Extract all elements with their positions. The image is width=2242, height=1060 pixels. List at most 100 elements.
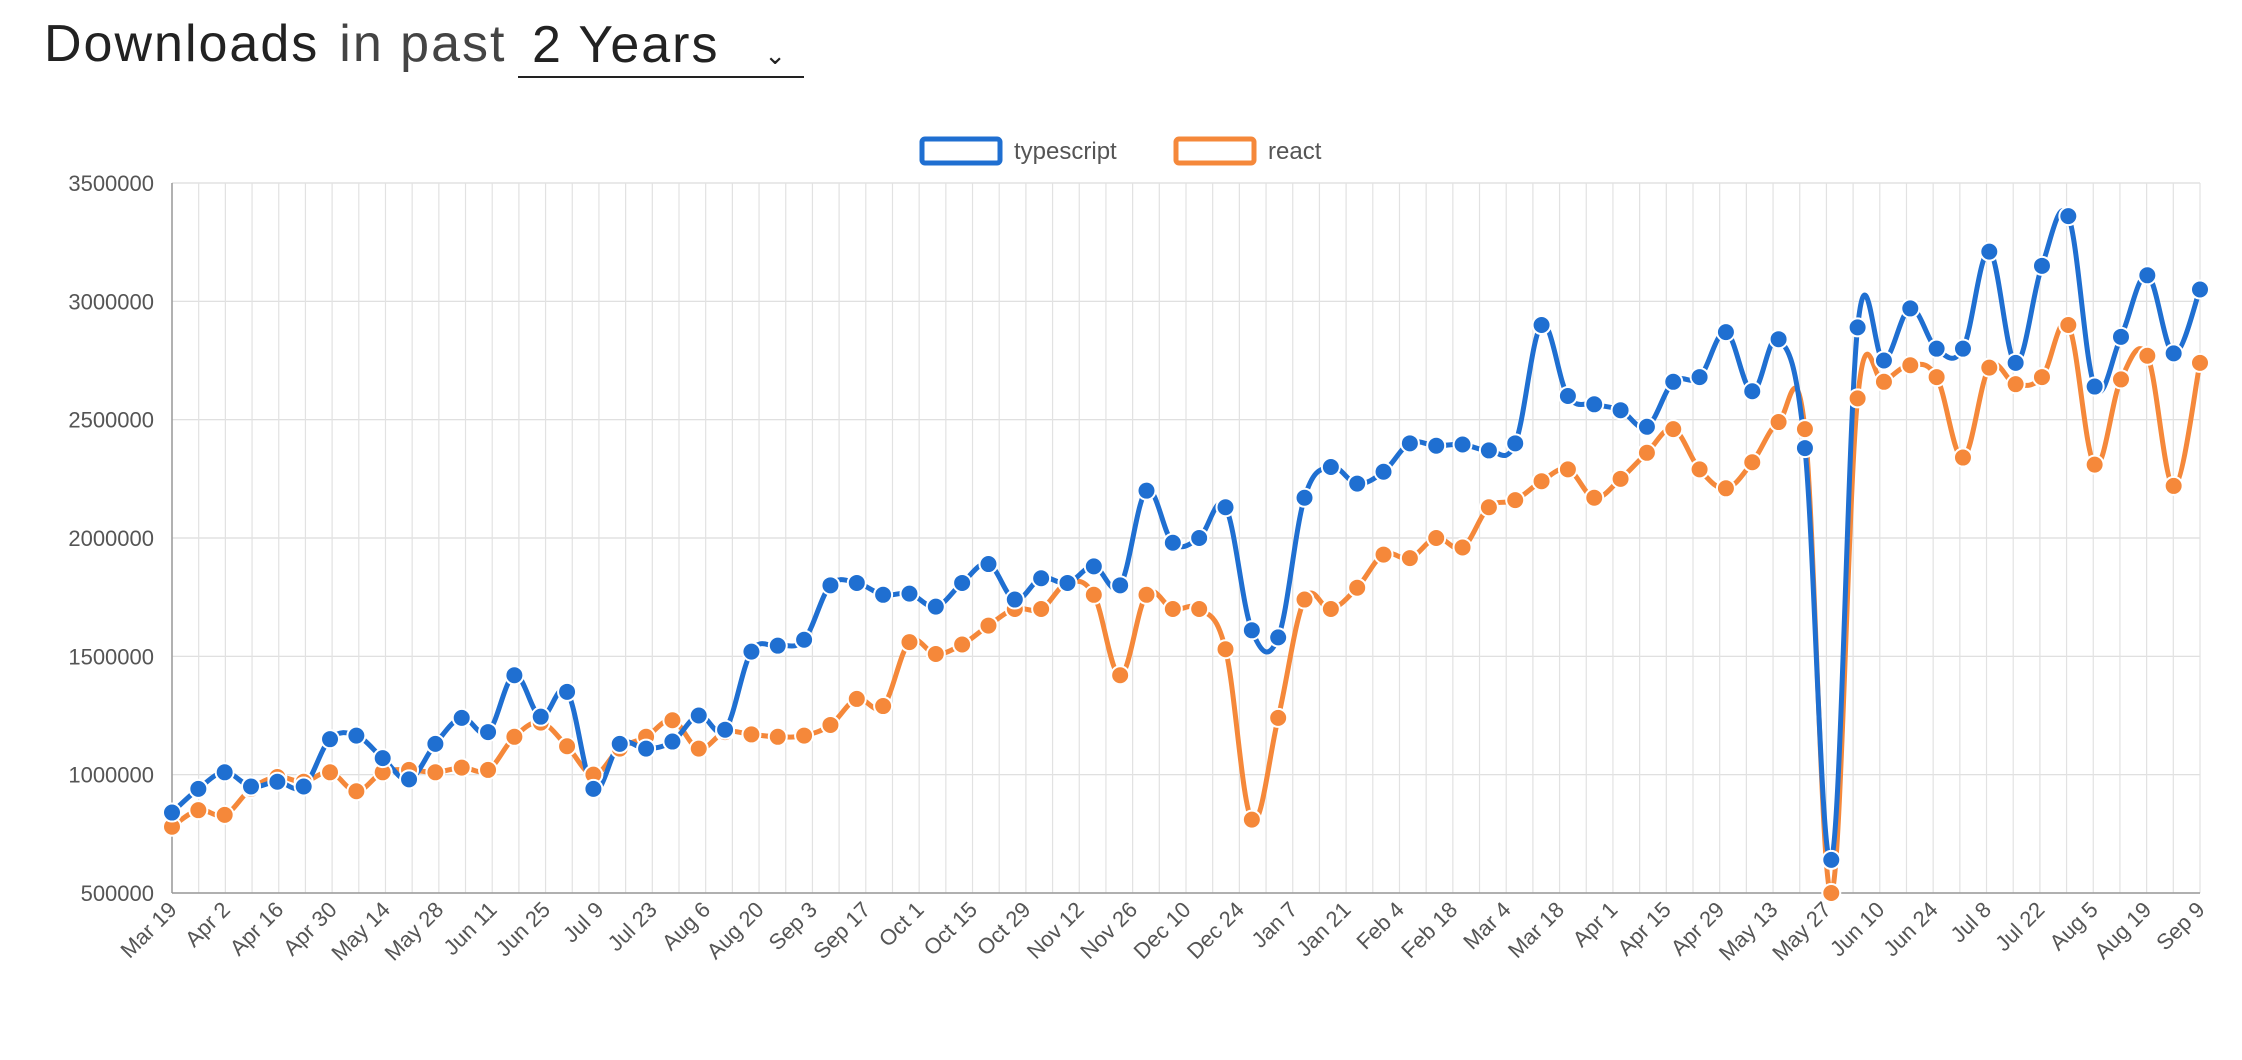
data-point-typescript: [188, 778, 209, 799]
data-point-react: [1031, 599, 1052, 619]
data-point-typescript: [399, 769, 420, 790]
data-point-typescript: [320, 729, 341, 750]
x-tick-label: Jul 22: [1990, 897, 2049, 956]
data-point-typescript: [162, 802, 182, 823]
data-point-typescript: [1268, 627, 1289, 648]
data-point-typescript: [2031, 255, 2052, 276]
data-point-react: [2190, 352, 2210, 373]
data-point-typescript: [1505, 433, 1526, 454]
data-point-react: [1373, 544, 1394, 565]
data-point-react: [1873, 371, 1894, 392]
data-point-typescript: [267, 771, 288, 792]
data-point-react: [1505, 490, 1526, 511]
data-point-typescript: [451, 707, 472, 728]
y-tick-label: 500000: [81, 881, 154, 906]
x-tick-label: May 14: [326, 897, 395, 966]
y-tick-label: 3000000: [68, 289, 154, 314]
data-point-typescript: [609, 733, 630, 754]
data-point-typescript: [899, 583, 920, 604]
data-point-typescript: [425, 733, 446, 754]
data-point-react: [346, 781, 367, 802]
data-point-react: [1794, 419, 1815, 440]
x-tick-label: Nov 12: [1022, 897, 1089, 964]
data-point-react: [1926, 367, 1947, 388]
data-point-react: [557, 736, 578, 757]
data-point-react: [1900, 355, 1921, 376]
data-point-react: [952, 634, 973, 655]
data-point-typescript: [1320, 457, 1341, 477]
x-tick-label: Jul 9: [558, 897, 609, 948]
chart-axes: [171, 183, 2200, 894]
data-point-react: [662, 710, 683, 731]
period-dropdown[interactable]: 2 Years ⌄: [518, 14, 804, 78]
data-point-react: [1610, 468, 1631, 489]
legend-swatch-react: [1173, 136, 1257, 166]
data-point-typescript: [794, 629, 815, 650]
data-point-react: [504, 726, 525, 747]
page-title: Downloads: [44, 15, 320, 73]
x-tick-label: Apr 15: [1612, 897, 1676, 961]
data-point-typescript: [1584, 394, 1605, 415]
data-point-react: [925, 643, 946, 664]
data-point-typescript: [1952, 338, 1973, 359]
x-tick-label: Apr 16: [225, 897, 289, 961]
data-point-react: [1768, 412, 1789, 433]
data-point-typescript: [1979, 241, 2000, 262]
data-point-typescript: [1689, 367, 1710, 388]
legend-label-react: react: [1268, 138, 1322, 165]
x-tick-label: Jun 10: [1825, 897, 1889, 961]
data-point-react: [2110, 369, 2131, 390]
x-tick-label: Oct 15: [919, 897, 983, 961]
data-point-react: [1162, 599, 1183, 619]
x-tick-label: Dec 24: [1182, 897, 1249, 964]
legend-swatch-typescript: [919, 136, 1003, 166]
series-points: [162, 206, 2210, 903]
data-point-react: [2005, 374, 2026, 395]
data-point-typescript: [1215, 497, 1236, 518]
data-point-react: [1136, 584, 1157, 605]
data-point-react: [2137, 345, 2158, 366]
data-point-react: [2084, 454, 2105, 475]
data-point-typescript: [741, 641, 762, 662]
x-tick-label: Sep 9: [2151, 897, 2209, 955]
data-point-react: [1663, 419, 1684, 440]
data-point-react: [1294, 589, 1315, 610]
x-tick-label: May 28: [380, 897, 449, 966]
data-point-react: [1531, 471, 1552, 492]
data-point-react: [1689, 459, 1710, 480]
data-point-typescript: [1478, 440, 1499, 461]
y-tick-label: 2500000: [68, 408, 154, 433]
data-point-typescript: [1900, 298, 1921, 319]
y-tick-label: 1000000: [68, 763, 154, 788]
period-selected-value: 2 Years: [532, 16, 720, 74]
data-point-typescript: [530, 706, 551, 727]
x-tick-label: May 13: [1714, 897, 1783, 966]
legend-label-typescript: typescript: [1014, 138, 1117, 165]
data-point-react: [425, 762, 446, 783]
data-point-react: [1452, 537, 1473, 558]
data-point-react: [2163, 475, 2184, 496]
data-point-typescript: [1241, 620, 1262, 641]
data-point-typescript: [925, 596, 946, 617]
data-point-react: [2031, 367, 2052, 388]
x-tick-label: Jun 24: [1878, 897, 1942, 961]
data-point-typescript: [1294, 487, 1315, 508]
data-point-typescript: [2110, 326, 2131, 347]
data-point-react: [794, 725, 815, 746]
data-point-typescript: [1031, 568, 1052, 589]
data-point-react: [1399, 548, 1420, 569]
data-point-typescript: [978, 554, 999, 575]
data-point-react: [1478, 497, 1499, 518]
data-point-react: [1215, 639, 1236, 660]
x-tick-label: Feb 18: [1396, 897, 1462, 963]
data-point-typescript: [1004, 589, 1025, 610]
data-point-react: [2058, 315, 2079, 335]
data-point-typescript: [1768, 329, 1789, 350]
data-point-react: [1979, 357, 2000, 378]
x-tick-label: Jun 25: [491, 897, 555, 961]
data-point-typescript: [2058, 206, 2079, 227]
data-point-typescript: [293, 776, 314, 797]
data-point-typescript: [1083, 556, 1104, 577]
data-point-typescript: [846, 572, 867, 593]
